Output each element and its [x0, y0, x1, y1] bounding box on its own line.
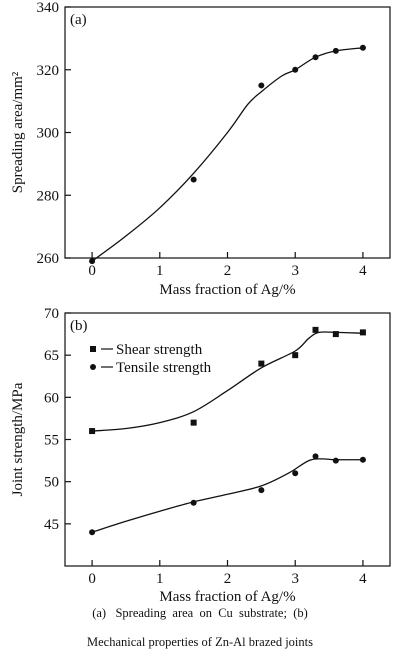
data-point-square — [292, 352, 299, 359]
fit-curve — [91, 47, 363, 262]
data-point-circle — [190, 499, 197, 506]
chart-panel-a: 0 1 2 3 4 260 280 300 320 340 Mass fraction of Ag/… — [10, 0, 391, 298]
y-tick-label: 55 — [44, 433, 59, 449]
x-tick-label: 0 — [88, 263, 96, 279]
caption-line-2: Mechanical properties of Zn-Al brazed jo… — [87, 635, 313, 649]
data-point-square — [312, 326, 319, 333]
data-point-circle — [312, 453, 319, 460]
data-point-circle — [312, 54, 319, 61]
chart-panel-b: 0 1 2 3 4 45 50 55 60 65 70 Mass fraction of Ag/% Jo… — [10, 306, 391, 605]
data-point-circle — [258, 82, 265, 89]
x-tick-label: 1 — [156, 263, 164, 279]
legend-label: Shear strength — [116, 342, 203, 358]
y-axis-label: Spreading area/mm² — [10, 71, 26, 193]
y-tick-label: 60 — [44, 390, 59, 406]
x-axis-label: Mass fraction of Ag/% — [159, 282, 295, 298]
fit-curve — [91, 458, 363, 533]
y-tick-label: 300 — [37, 126, 60, 142]
y-tick-label: 280 — [37, 188, 60, 204]
x-tick-label: 2 — [224, 263, 232, 279]
panel-label: (b) — [70, 318, 88, 334]
panel-label: (a) — [70, 12, 87, 28]
y-tick-label: 50 — [44, 475, 59, 491]
data-point-circle — [89, 529, 96, 536]
data-point-circle — [359, 44, 366, 51]
data-point-circle — [292, 66, 299, 73]
data-point-circle — [332, 457, 339, 464]
y-axis-label: Joint strength/MPa — [10, 382, 26, 496]
legend-label: Tensile strength — [116, 360, 212, 376]
caption-line-1: (a) Spreading area on Cu substrate; (b) — [92, 606, 308, 620]
legend-marker-circle — [90, 364, 96, 370]
y-tick-label: 260 — [37, 251, 60, 267]
fit-curve — [92, 331, 363, 432]
data-point-circle — [292, 470, 299, 477]
x-tick-label: 3 — [291, 263, 299, 279]
data-point-circle — [359, 456, 366, 463]
x-tick-label: 4 — [359, 263, 367, 279]
data-point-square — [258, 360, 265, 367]
y-tick-label: 320 — [37, 63, 60, 79]
data-point-square — [332, 331, 339, 338]
y-tick-label: 45 — [44, 517, 59, 533]
x-tick-label: 4 — [359, 571, 367, 587]
y-tick-label: 65 — [44, 348, 59, 364]
y-tick-label: 70 — [44, 306, 59, 322]
x-tick-label: 2 — [224, 571, 232, 587]
y-tick-label: 340 — [37, 0, 60, 16]
data-point-circle — [89, 258, 96, 265]
data-point-square — [190, 419, 197, 426]
data-point-circle — [190, 176, 197, 183]
x-tick-label: 3 — [291, 571, 299, 587]
x-tick-label: 1 — [156, 571, 164, 587]
data-point-square — [89, 428, 96, 435]
data-point-circle — [332, 47, 339, 54]
legend-marker-square — [90, 346, 96, 352]
x-axis-label: Mass fraction of Ag/% — [159, 589, 295, 605]
plot-frame — [64, 312, 391, 567]
data-point-circle — [258, 487, 265, 494]
x-tick-label: 0 — [88, 571, 96, 587]
data-point-square — [359, 329, 366, 336]
